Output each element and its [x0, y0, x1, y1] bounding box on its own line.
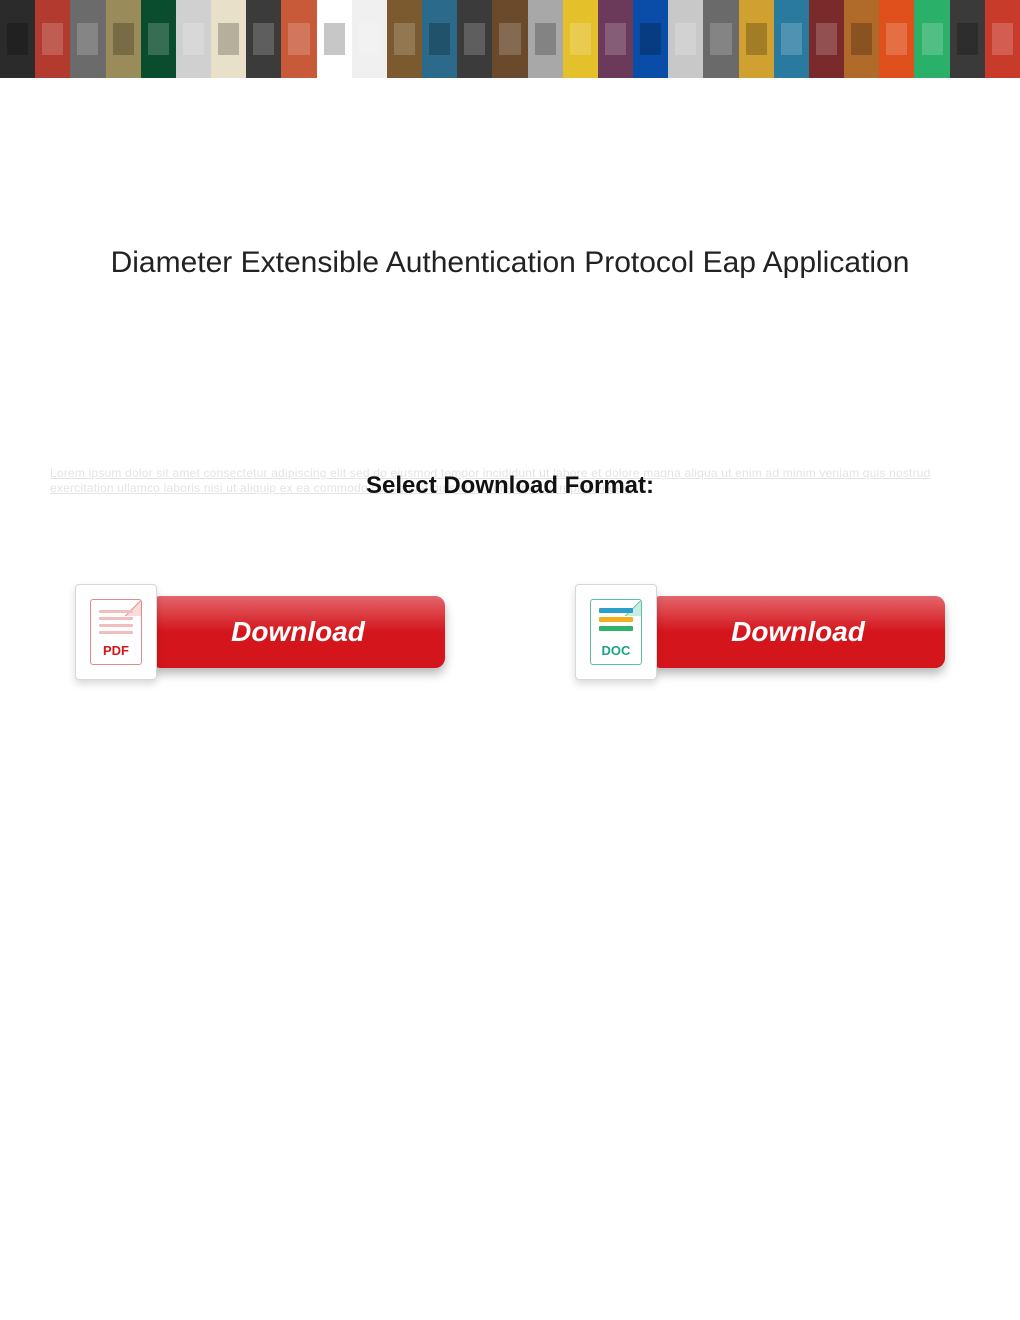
banner-tile — [914, 0, 949, 78]
banner-tile — [492, 0, 527, 78]
pdf-file-icon: PDF — [90, 599, 142, 665]
banner-tile — [703, 0, 738, 78]
download-doc-button[interactable]: DOC Download — [575, 584, 945, 680]
download-label: Download — [731, 616, 865, 648]
banner-tile — [633, 0, 668, 78]
banner-tile — [739, 0, 774, 78]
doc-badge: DOC — [575, 584, 657, 680]
banner-tile — [422, 0, 457, 78]
download-pdf-button[interactable]: PDF Download — [75, 584, 445, 680]
download-buttons-row: PDF Download DOC Download — [0, 584, 1020, 680]
format-row: Lorem ipsum dolor sit amet consectetur a… — [0, 466, 1020, 506]
banner-tile — [950, 0, 985, 78]
banner-tile — [176, 0, 211, 78]
collage-banner — [0, 0, 1020, 78]
banner-tile — [809, 0, 844, 78]
banner-tile — [70, 0, 105, 78]
banner-tile — [879, 0, 914, 78]
download-pill: Download — [151, 596, 445, 668]
banner-tile — [774, 0, 809, 78]
banner-tile — [844, 0, 879, 78]
banner-tile — [106, 0, 141, 78]
pdf-badge-text: PDF — [91, 643, 141, 658]
banner-tile — [563, 0, 598, 78]
banner-tile — [0, 0, 35, 78]
banner-tile — [387, 0, 422, 78]
banner-tile — [668, 0, 703, 78]
pdf-badge: PDF — [75, 584, 157, 680]
banner-tile — [528, 0, 563, 78]
banner-tile — [457, 0, 492, 78]
banner-tile — [317, 0, 352, 78]
banner-tile — [35, 0, 70, 78]
doc-badge-text: DOC — [591, 643, 641, 658]
banner-tile — [281, 0, 316, 78]
banner-tile — [352, 0, 387, 78]
download-label: Download — [231, 616, 365, 648]
banner-tile — [598, 0, 633, 78]
banner-tile — [211, 0, 246, 78]
download-pill: Download — [651, 596, 945, 668]
select-format-label: Select Download Format: — [366, 472, 654, 500]
banner-tile — [246, 0, 281, 78]
page-title: Diameter Extensible Authentication Proto… — [0, 246, 1020, 280]
doc-file-icon: DOC — [590, 599, 642, 665]
banner-tile — [141, 0, 176, 78]
banner-tile — [985, 0, 1020, 78]
